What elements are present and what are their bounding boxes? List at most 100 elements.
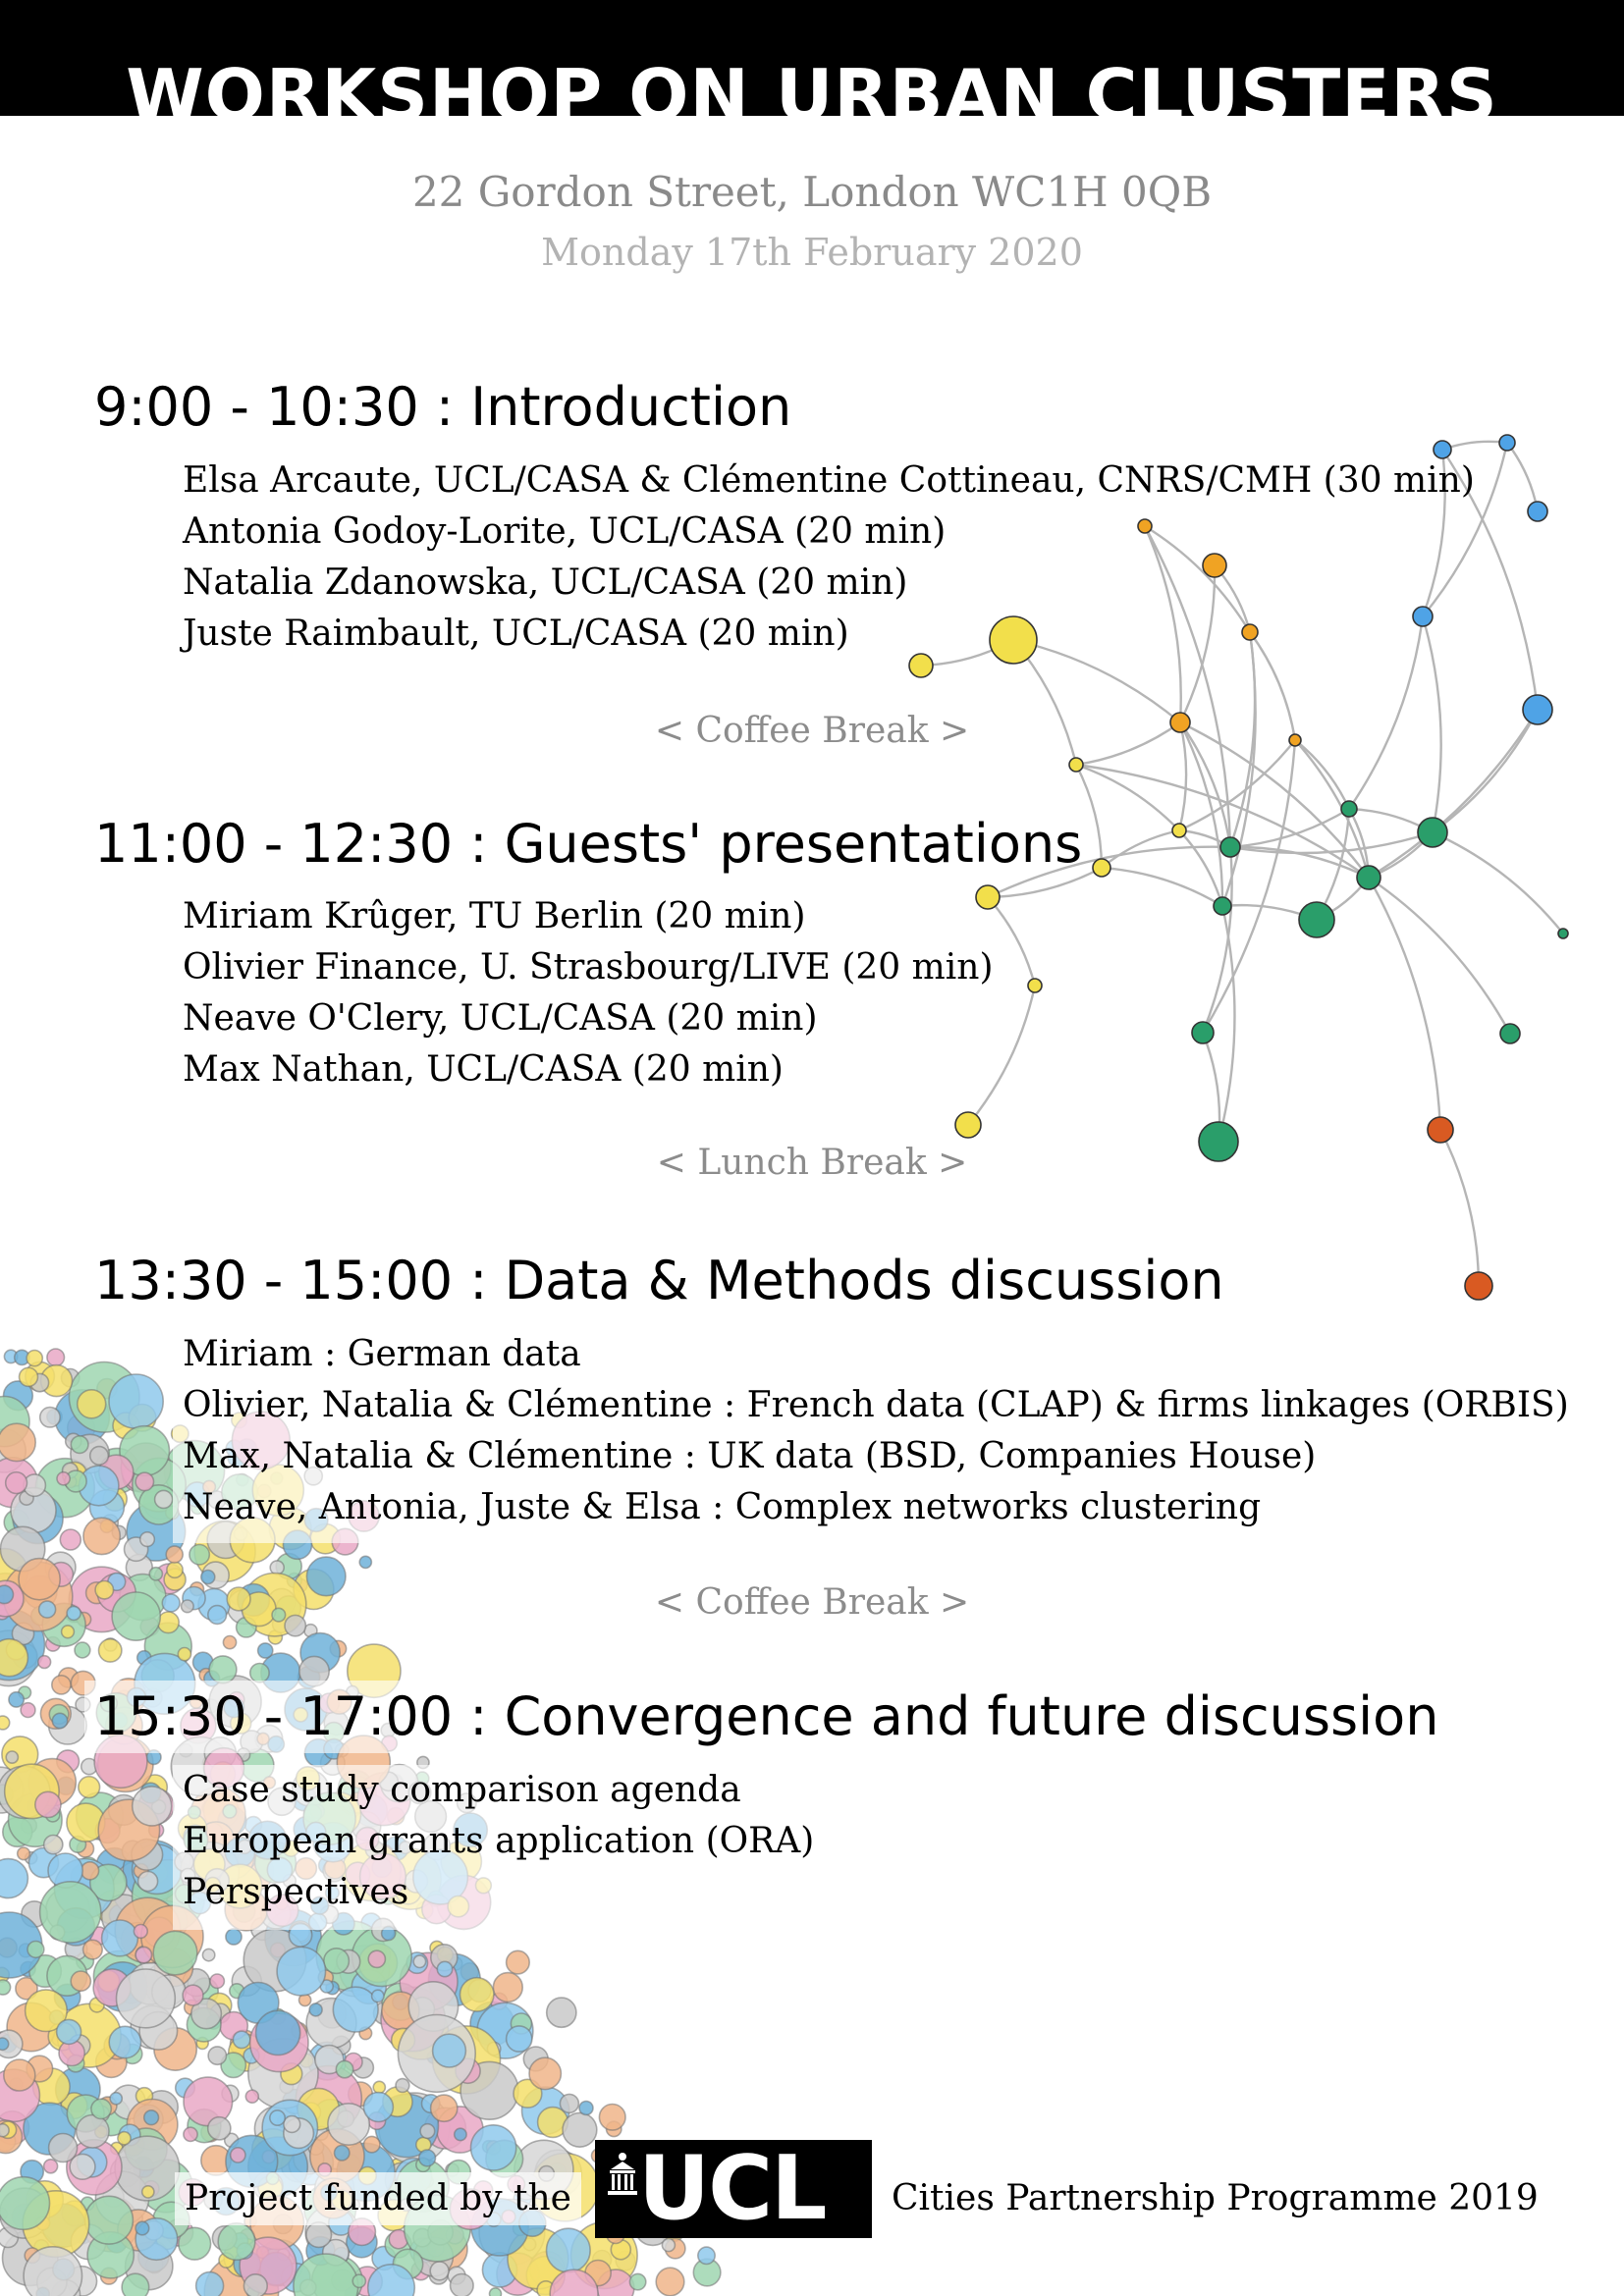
bubble-mark (332, 1986, 379, 2033)
network-edge (1432, 709, 1540, 833)
network-edge (1438, 1129, 1481, 1287)
ucl-logo: UCL (595, 2140, 872, 2238)
bubble-mark (51, 1712, 69, 1730)
bubble-mark (76, 1389, 107, 1419)
venue-address: 22 Gordon Street, London WC1H 0QB (411, 168, 1213, 216)
bubble-mark (505, 1949, 531, 1975)
list-item: Perspectives (183, 1872, 409, 1912)
bubble-mark (135, 2220, 150, 2236)
funding-text: Project funded by the (175, 2172, 581, 2225)
bubble-mark (412, 1954, 427, 1969)
bubble-mark (0, 1979, 12, 1996)
bubble-mark (333, 2144, 351, 2162)
bubble-mark (0, 2175, 51, 2231)
bubble-mark (244, 2089, 260, 2104)
network-node (1412, 606, 1434, 627)
bubble-mark (56, 1470, 71, 1486)
network-node (1498, 434, 1516, 452)
network-edge (1422, 442, 1509, 617)
bubble-mark (283, 2114, 301, 2134)
bubble-mark (111, 1591, 162, 1642)
bubble-mark (70, 1970, 92, 1993)
bubble-mark (206, 2115, 232, 2141)
bubble-mark (209, 1973, 226, 1990)
network-node (1137, 518, 1153, 534)
network-node (1027, 978, 1043, 993)
network-edge (987, 866, 1103, 899)
network-edge (987, 896, 1037, 987)
text-backdrop (84, 1681, 1341, 1753)
network-edge (967, 985, 1037, 1126)
bubble-mark (628, 2272, 647, 2291)
bubble-mark (207, 1604, 228, 1626)
bubble-mark (20, 1701, 36, 1719)
bubble-mark (362, 2135, 381, 2154)
list-item: Miriam Krûger, TU Berlin (20 min) (183, 896, 806, 936)
bubble-mark (138, 1530, 156, 1548)
bubble-mark (243, 2273, 268, 2296)
bubble-mark (178, 2226, 212, 2261)
list-item: Juste Raimbault, UCL/CASA (20 min) (183, 614, 849, 654)
bubble-mark (549, 2269, 599, 2296)
bubble-mark (598, 2103, 626, 2131)
bubble-mark (335, 2059, 354, 2079)
bubble-mark (436, 1960, 454, 1978)
network-node (1213, 896, 1232, 916)
bubble-mark (268, 2109, 286, 2127)
bubble-mark (38, 1406, 61, 1428)
network-edge (1421, 615, 1442, 833)
bubble-mark (0, 2029, 24, 2059)
bubble-mark (88, 1863, 128, 1902)
bubble-mark (26, 1349, 44, 1367)
network-edge (1144, 524, 1252, 633)
bubble-mark (115, 1968, 177, 2029)
network-node (1356, 865, 1381, 890)
bubble-mark (42, 2159, 59, 2174)
bubble-mark (271, 1607, 287, 1623)
network-node (1241, 623, 1259, 641)
list-item: Neave, Antonia, Juste & Elsa : Complex n… (183, 1487, 1262, 1527)
bubble-mark (23, 2246, 83, 2296)
bubble-mark (142, 2109, 160, 2126)
bubble-mark (453, 2127, 467, 2142)
bubble-mark (222, 1634, 238, 1650)
bubble-mark (194, 2270, 225, 2296)
bubble-mark (140, 2184, 155, 2199)
list-item: Elsa Arcaute, UCL/CASA & Clémentine Cott… (183, 460, 1475, 501)
bubble-mark (153, 1489, 174, 1510)
bubble-mark (449, 2272, 474, 2296)
bubble-mark (148, 1566, 164, 1581)
network-edge (1294, 739, 1351, 810)
text-backdrop (173, 1765, 831, 1930)
bubble-mark (70, 1434, 89, 1455)
network-node (1557, 928, 1569, 939)
network-edge (1441, 449, 1540, 711)
text-backdrop (658, 1578, 962, 1629)
bubble-mark (226, 1586, 251, 1612)
bubble-mark (109, 2091, 124, 2106)
bubble-mark (469, 2123, 517, 2171)
bubble-mark (152, 1930, 198, 1976)
bubble-mark (18, 1366, 39, 1388)
bubble-mark (36, 1654, 52, 1670)
bubble-mark (182, 1984, 204, 2006)
bubble-mark (183, 2126, 198, 2143)
bubble-mark (81, 1939, 103, 1960)
ucl-logo-text: UCL (638, 2137, 827, 2240)
bubble-mark (59, 1528, 82, 1551)
session-heading-convergence: 15:30 - 17:00 : Convergence and future d… (94, 1685, 1439, 1747)
bubble-mark (117, 2130, 132, 2146)
list-item: European grants application (ORA) (183, 1821, 815, 1861)
network-edge (1229, 845, 1370, 880)
network-edge (1075, 763, 1370, 879)
bubble-mark (69, 2153, 96, 2181)
network-edge (1201, 739, 1297, 1034)
network-edge (1074, 764, 1104, 869)
bubble-mark (0, 1715, 11, 1731)
session-list-introduction: Elsa Arcaute, UCL/CASA & Clémentine Cott… (183, 455, 1475, 660)
network-edge (1075, 763, 1180, 831)
coffee-break-label: < Coffee Break > (654, 711, 970, 751)
network-edge (1441, 440, 1508, 452)
bubble-mark (459, 1976, 495, 2012)
bubble-mark (34, 1790, 62, 1819)
